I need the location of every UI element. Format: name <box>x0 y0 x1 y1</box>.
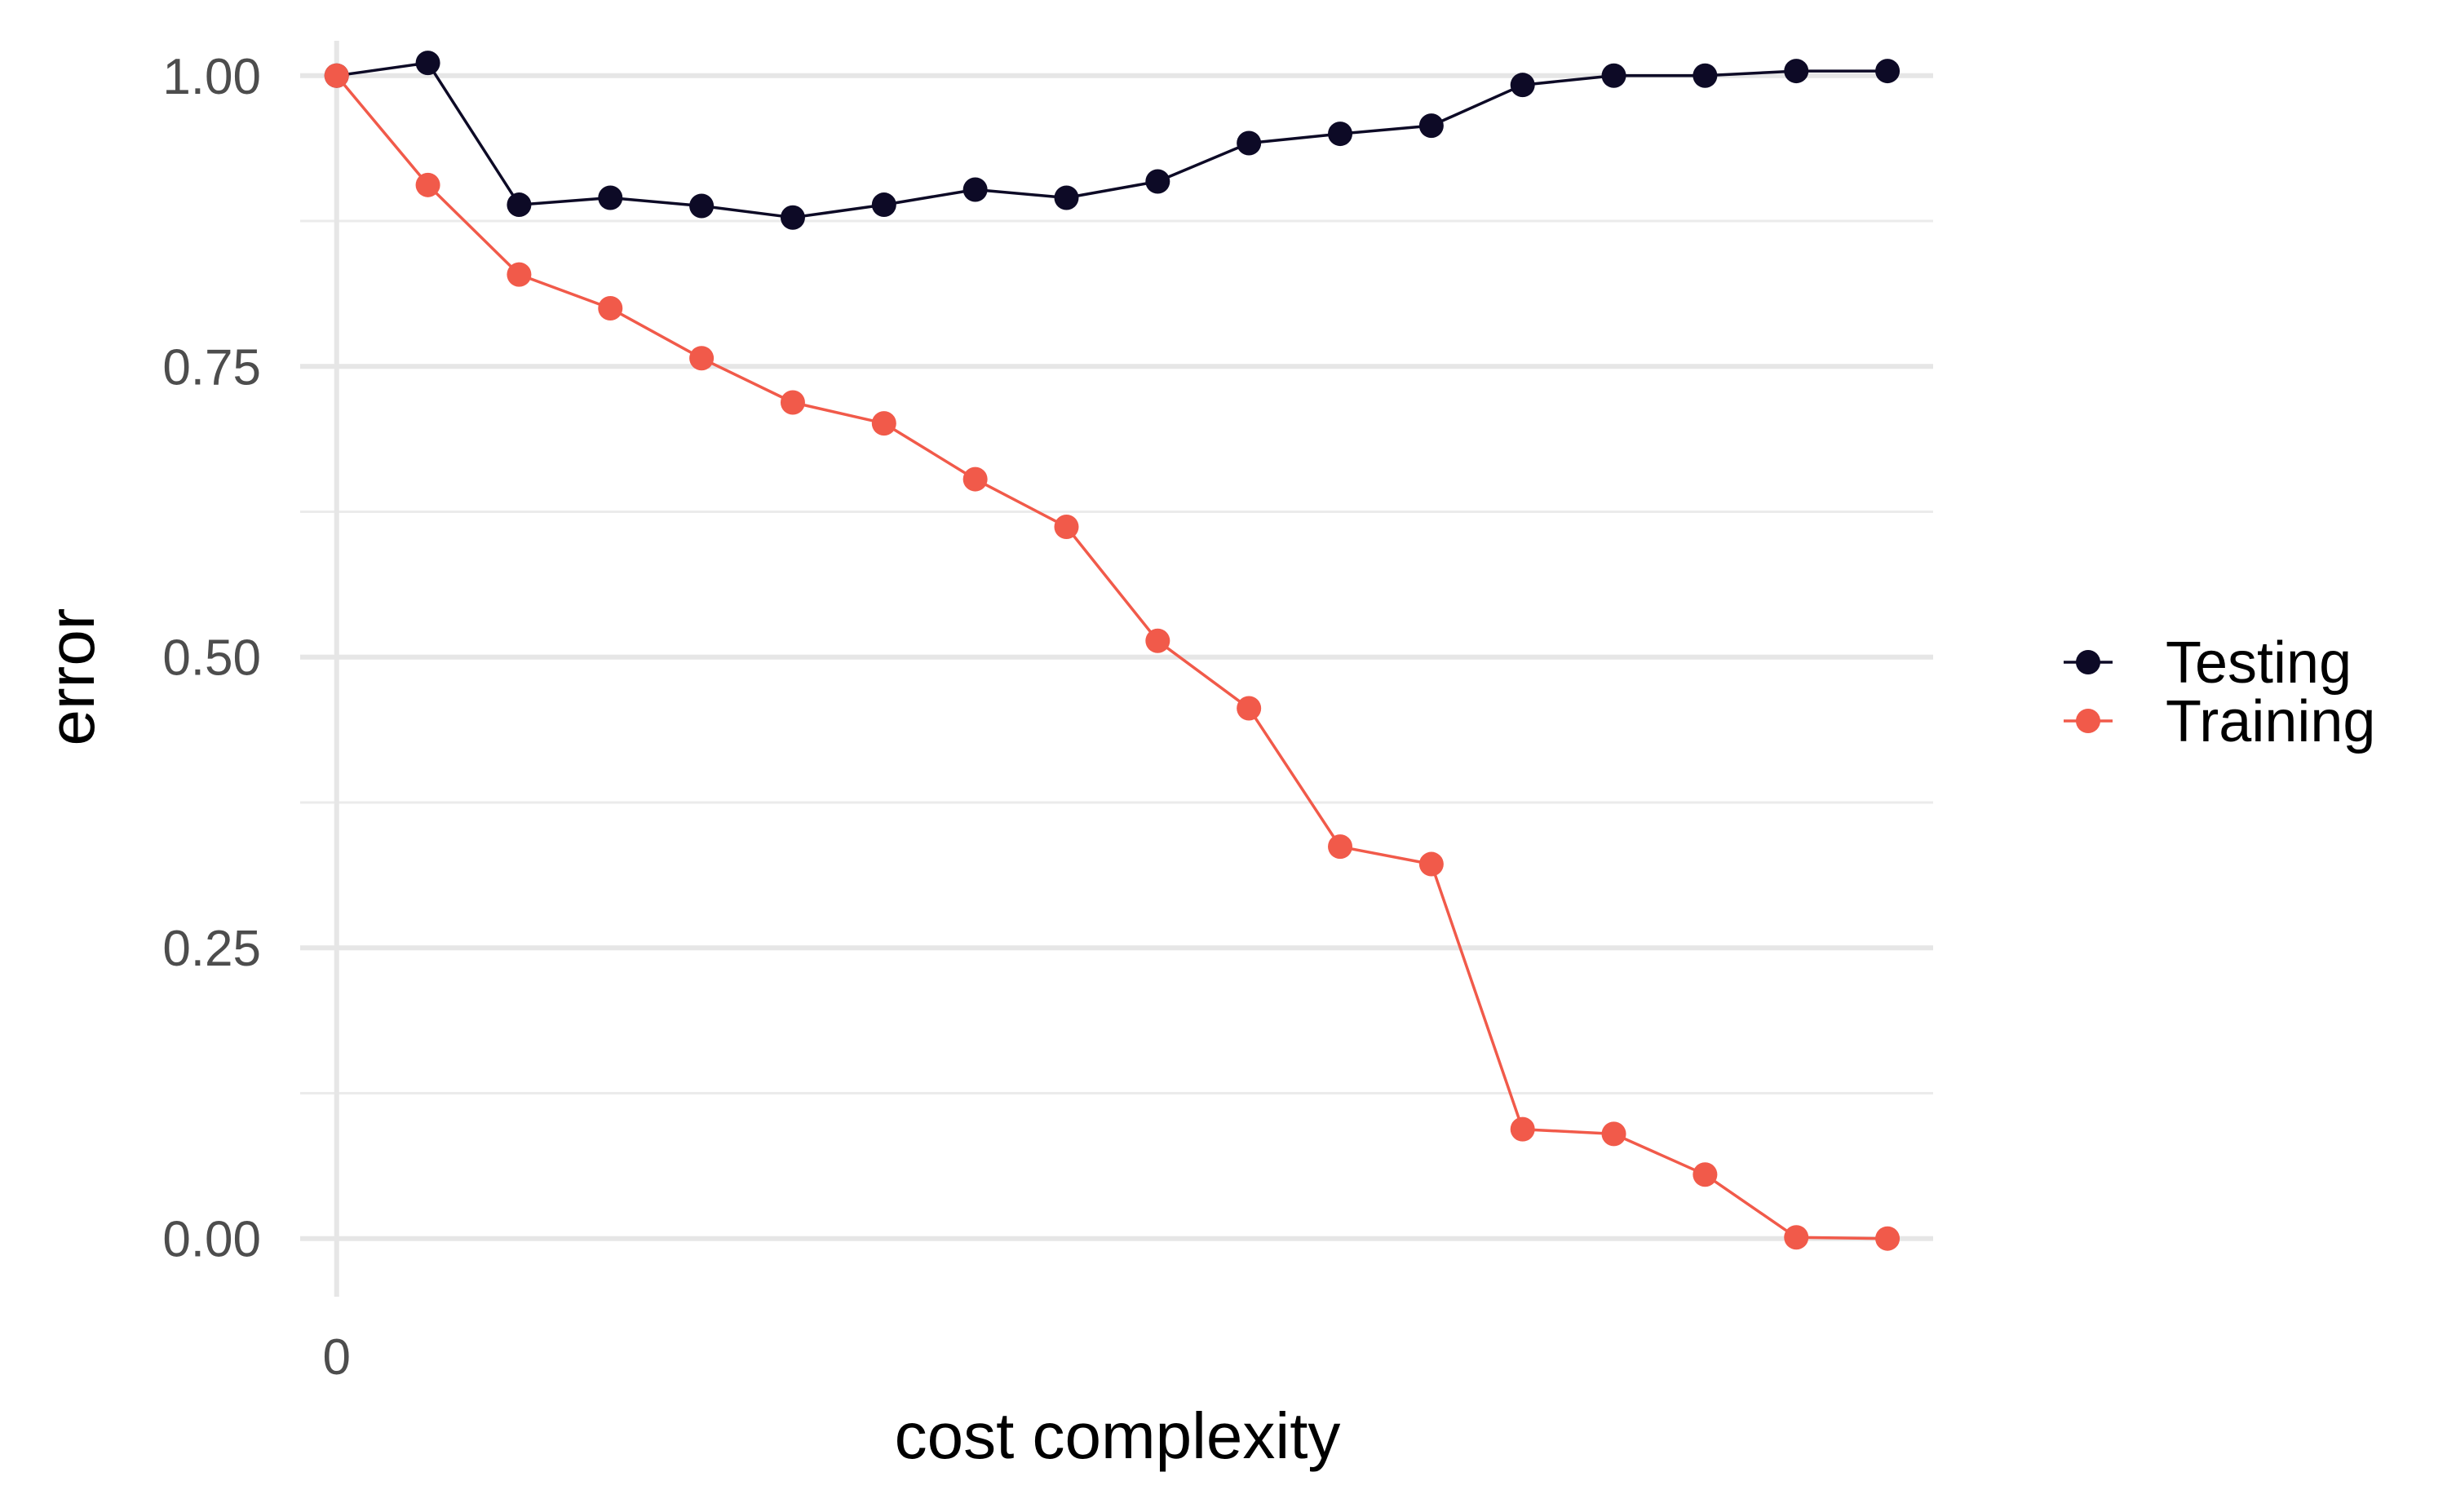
data-point-training <box>1510 1116 1535 1142</box>
data-point-training <box>962 466 988 492</box>
legend-label: Testing <box>2166 630 2352 696</box>
series-line-testing <box>336 61 1888 219</box>
y-axis-title: error <box>35 608 108 746</box>
y-axis: 0.00 0.25 0.50 0.75 1.00 <box>162 49 261 1268</box>
data-point-testing <box>1693 63 1718 88</box>
legend-item-training: Training <box>2064 689 2375 754</box>
series-training <box>324 63 1901 1251</box>
y-tick-label: 1.00 <box>162 49 261 105</box>
data-point-testing <box>1601 63 1626 88</box>
data-point-training <box>598 295 623 321</box>
data-point-testing <box>1145 169 1170 194</box>
legend-key-point <box>2076 650 2100 674</box>
x-axis-title: cost complexity <box>895 1399 1341 1472</box>
data-point-training <box>871 411 896 436</box>
legend-label: Training <box>2166 689 2375 754</box>
data-point-training <box>1601 1121 1626 1147</box>
data-point-testing <box>962 177 988 202</box>
data-point-training <box>780 390 805 415</box>
data-point-training <box>1418 851 1444 877</box>
data-point-training <box>689 346 715 371</box>
data-point-testing <box>780 205 805 230</box>
series-line-training <box>335 74 1888 1240</box>
data-point-training <box>1693 1162 1718 1187</box>
x-axis: 0 <box>322 1329 350 1386</box>
legend-item-testing: Testing <box>2064 630 2352 696</box>
data-point-testing <box>1328 122 1353 147</box>
legend-key-point <box>2076 709 2100 733</box>
data-point-testing <box>1054 185 1079 210</box>
data-point-training <box>507 262 532 287</box>
data-point-testing <box>1418 113 1444 139</box>
data-point-training <box>1145 628 1170 653</box>
grid <box>300 41 1933 1297</box>
data-point-testing <box>871 192 896 218</box>
data-point-testing <box>1875 59 1901 84</box>
data-point-training <box>1875 1226 1901 1251</box>
data-point-testing <box>1237 130 1262 156</box>
data-point-training <box>324 63 349 88</box>
data-point-testing <box>507 192 532 218</box>
data-point-testing <box>1510 73 1535 98</box>
y-tick-label: 0.75 <box>162 339 261 396</box>
data-point-testing <box>415 51 440 76</box>
x-tick-label: 0 <box>322 1329 350 1386</box>
data-point-testing <box>689 193 715 219</box>
data-point-training <box>1237 696 1262 721</box>
data-point-training <box>415 172 440 197</box>
data-point-training <box>1784 1225 1809 1250</box>
data-point-training <box>1328 834 1353 860</box>
y-tick-label: 0.50 <box>162 630 261 687</box>
y-tick-label: 0.00 <box>162 1212 261 1268</box>
data-point-training <box>1054 515 1079 540</box>
data-point-testing <box>1784 59 1809 84</box>
y-tick-label: 0.25 <box>162 921 261 977</box>
data-point-testing <box>598 185 623 210</box>
plot-area <box>324 51 1901 1251</box>
